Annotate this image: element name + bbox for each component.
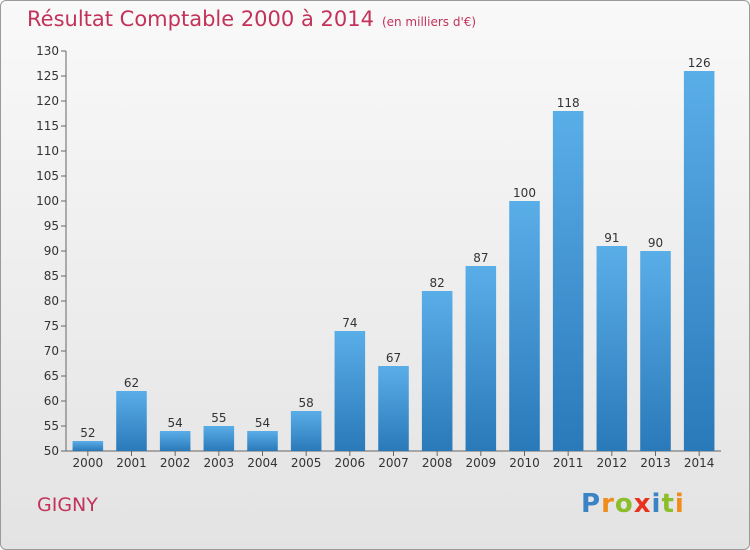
y-tick-label: 50 bbox=[44, 444, 59, 458]
data-label-2004: 54 bbox=[255, 416, 270, 430]
x-tick-label-2004: 2004 bbox=[247, 456, 278, 470]
bar-2006 bbox=[334, 331, 366, 451]
y-tick-label: 80 bbox=[44, 294, 59, 308]
logo-letter: r bbox=[601, 489, 615, 519]
bar-2012 bbox=[596, 246, 628, 451]
data-label-2001: 62 bbox=[124, 376, 139, 390]
logo-letter: i bbox=[651, 489, 662, 519]
proxiti-logo: Proxiti bbox=[581, 489, 685, 519]
bar-2002 bbox=[159, 431, 191, 451]
data-label-2006: 74 bbox=[342, 316, 357, 330]
y-tick-label: 65 bbox=[44, 369, 59, 383]
y-tick-label: 115 bbox=[36, 119, 59, 133]
data-label-2000: 52 bbox=[80, 426, 95, 440]
x-tick-label-2005: 2005 bbox=[291, 456, 322, 470]
x-tick-label-2000: 2000 bbox=[73, 456, 104, 470]
x-tick-label-2014: 2014 bbox=[684, 456, 715, 470]
bar-2004 bbox=[247, 431, 278, 451]
bar-2000 bbox=[72, 441, 104, 451]
logo-letter: x bbox=[633, 489, 652, 519]
chart-bars: 52 62 54 55 54 58 74 67 82 87 100 118 91 90 126 bbox=[72, 56, 715, 451]
y-tick-label: 105 bbox=[36, 169, 59, 183]
x-tick-label-2002: 2002 bbox=[160, 456, 191, 470]
logo-letter: P bbox=[581, 489, 602, 519]
bar-2014 bbox=[683, 71, 715, 451]
x-tick-label-2003: 2003 bbox=[204, 456, 235, 470]
data-label-2005: 58 bbox=[299, 396, 314, 410]
data-label-2011: 118 bbox=[557, 96, 580, 110]
logo-letter: o bbox=[614, 489, 634, 519]
y-tick-label: 120 bbox=[36, 94, 59, 108]
bar-2005 bbox=[290, 411, 322, 451]
bar-2013 bbox=[640, 251, 671, 451]
commune-name: GIGNY bbox=[37, 494, 98, 516]
y-tick-label: 70 bbox=[44, 344, 59, 358]
bar-2008 bbox=[421, 291, 453, 451]
chart-title-text: Résultat Comptable 2000 à 2014 bbox=[27, 7, 374, 31]
y-tick-label: 90 bbox=[44, 244, 59, 258]
bar-2009 bbox=[465, 266, 497, 451]
chart-axes: 50 55 60 65 70 75 80 85 90 95 100 105 110 115 120 125 13… bbox=[36, 44, 721, 470]
bar-2003 bbox=[203, 426, 235, 451]
data-label-2012: 91 bbox=[604, 231, 619, 245]
x-tick-label-2001: 2001 bbox=[116, 456, 147, 470]
y-tick-label: 130 bbox=[36, 44, 59, 58]
data-label-2010: 100 bbox=[513, 186, 536, 200]
data-label-2013: 90 bbox=[648, 236, 663, 250]
x-tick-label-2010: 2010 bbox=[509, 456, 540, 470]
x-tick-label-2007: 2007 bbox=[378, 456, 409, 470]
x-tick-label-2006: 2006 bbox=[335, 456, 366, 470]
data-label-2002: 54 bbox=[168, 416, 183, 430]
y-tick-label: 95 bbox=[44, 219, 59, 233]
chart-title: Résultat Comptable 2000 à 2014 (en millie… bbox=[27, 7, 476, 31]
logo-letter: t bbox=[661, 489, 675, 519]
data-label-2014: 126 bbox=[688, 56, 711, 70]
y-tick-label: 110 bbox=[36, 144, 59, 158]
bar-2010 bbox=[509, 201, 540, 451]
data-label-2007: 67 bbox=[386, 351, 401, 365]
x-tick-label-2013: 2013 bbox=[640, 456, 671, 470]
y-tick-label: 75 bbox=[44, 319, 59, 333]
data-label-2009: 87 bbox=[473, 251, 488, 265]
chart-subtitle: (en milliers d'€) bbox=[381, 15, 477, 29]
logo-letter: i bbox=[674, 489, 685, 519]
bar-2001 bbox=[116, 391, 147, 451]
y-tick-label: 85 bbox=[44, 269, 59, 283]
data-label-2008: 82 bbox=[430, 276, 445, 290]
bar-2007 bbox=[378, 366, 409, 451]
bar-2011 bbox=[552, 111, 584, 451]
y-tick-label: 60 bbox=[44, 394, 59, 408]
x-tick-label-2008: 2008 bbox=[422, 456, 453, 470]
x-tick-label-2009: 2009 bbox=[466, 456, 497, 470]
y-tick-label: 100 bbox=[36, 194, 59, 208]
x-tick-label-2011: 2011 bbox=[553, 456, 584, 470]
y-tick-label: 55 bbox=[44, 419, 59, 433]
x-tick-label-2012: 2012 bbox=[597, 456, 628, 470]
data-label-2003: 55 bbox=[211, 411, 226, 425]
y-tick-label: 125 bbox=[36, 69, 59, 83]
